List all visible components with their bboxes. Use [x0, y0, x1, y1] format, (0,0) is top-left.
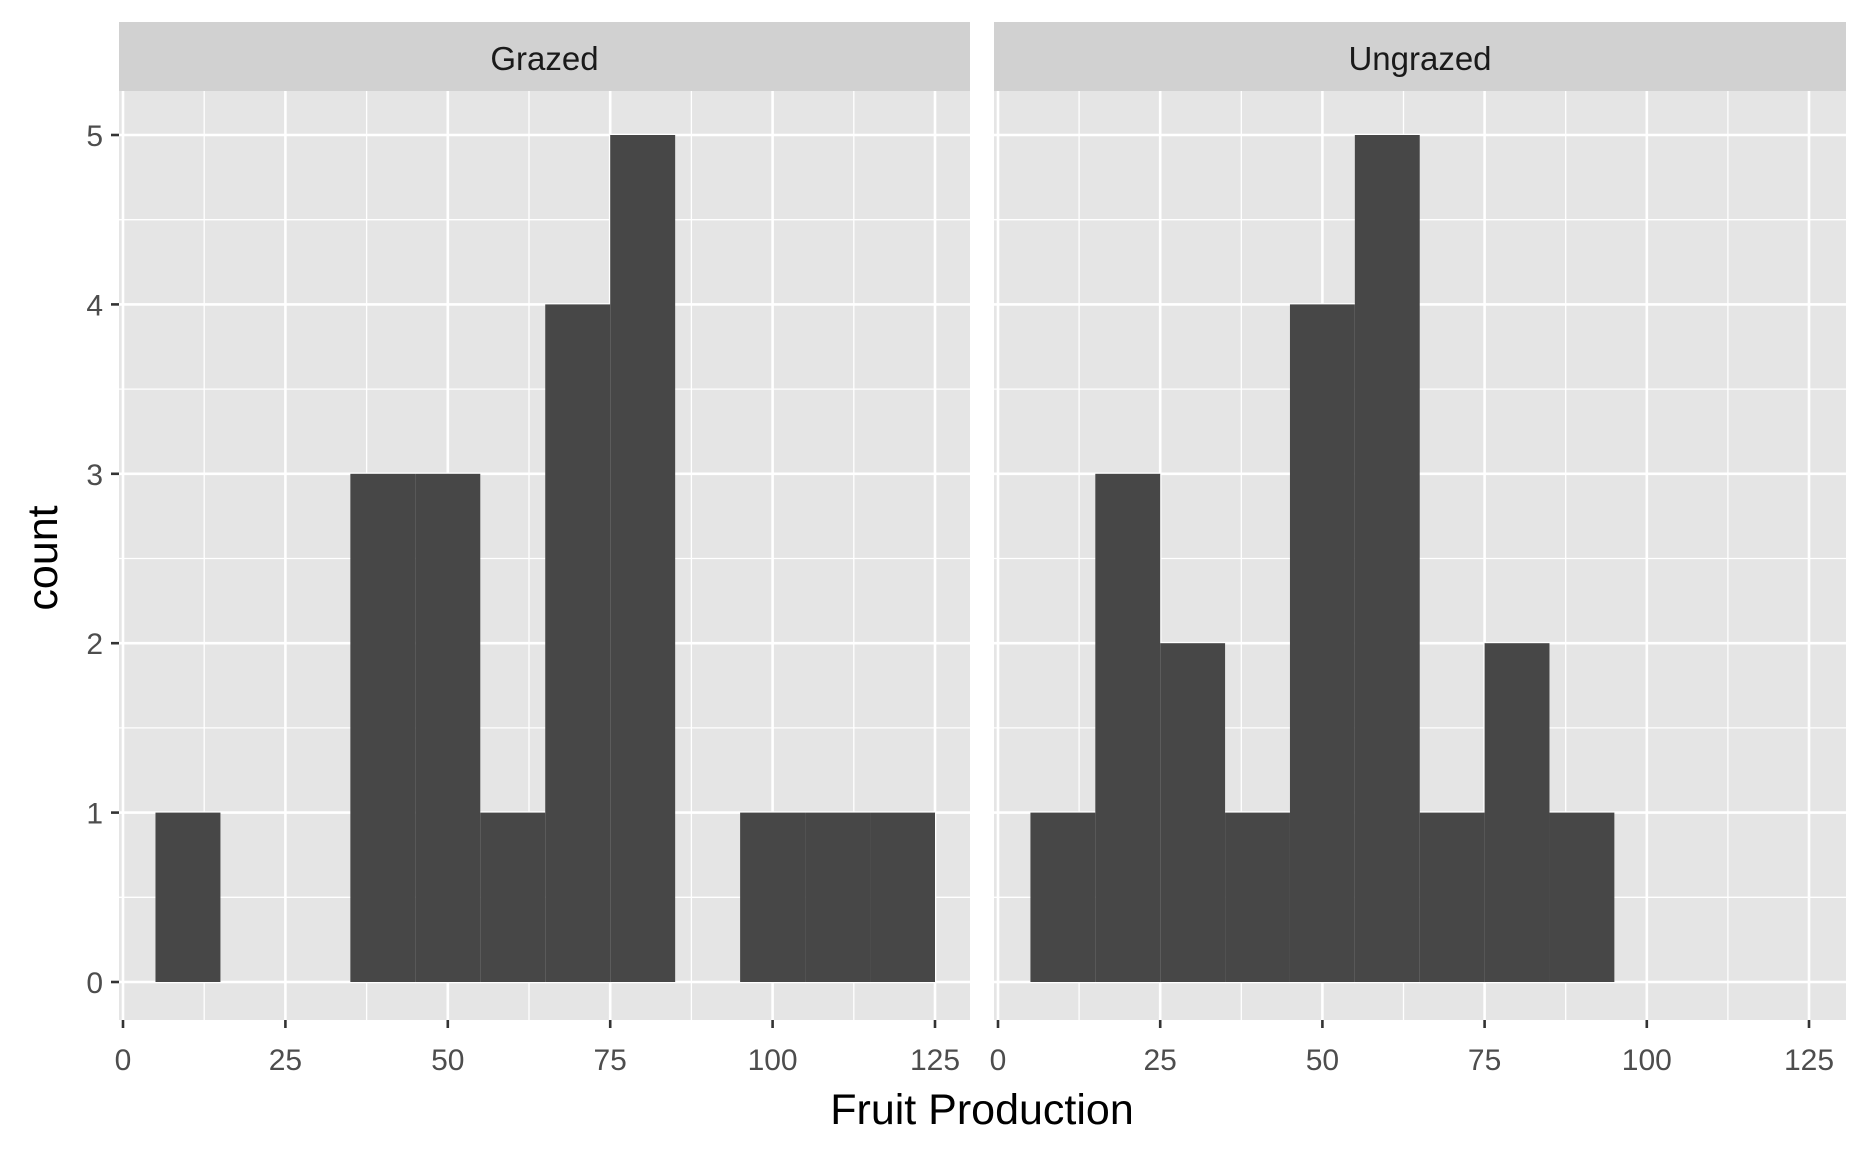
histogram-bar	[805, 812, 871, 982]
histogram-bar	[415, 473, 481, 982]
histogram-bar	[1095, 473, 1161, 982]
x-tick-label: 75	[1468, 1044, 1501, 1077]
histogram-bar	[610, 135, 676, 982]
histogram-bar	[1549, 812, 1615, 982]
x-tick-label: 100	[1622, 1044, 1672, 1077]
y-tick-label: 1	[86, 798, 103, 831]
histogram-bar	[1030, 812, 1096, 982]
facet-strip-label: Grazed	[490, 40, 598, 77]
panel-grazed: Grazed 0 25 50 75 100 125	[115, 22, 970, 1077]
histogram-bar	[1354, 135, 1420, 982]
histogram-bar	[155, 812, 221, 982]
y-tick-label: 0	[86, 967, 103, 1000]
x-tick-label: 75	[594, 1044, 627, 1077]
x-tick-label: 50	[1306, 1044, 1339, 1077]
histogram-bar	[1419, 812, 1485, 982]
y-axis-title: count	[19, 505, 67, 610]
facet-strip	[119, 22, 970, 91]
x-tick-label: 125	[910, 1044, 960, 1077]
x-tick-label: 100	[748, 1044, 798, 1077]
histogram-bar	[1289, 304, 1355, 982]
histogram-bar	[740, 812, 806, 982]
histogram-bar	[350, 473, 416, 982]
y-tick-label: 4	[86, 289, 103, 322]
facet-strip-label: Ungrazed	[1348, 40, 1491, 77]
y-tick-label: 3	[86, 459, 103, 492]
x-tick-label: 0	[115, 1044, 132, 1077]
y-tick-label: 2	[86, 628, 103, 661]
x-axis-title: Fruit Production	[830, 1086, 1134, 1134]
histogram-bar	[1484, 643, 1550, 982]
panel-ungrazed: Ungrazed 0 25 50 75 100 125	[990, 22, 1846, 1077]
histogram-bar	[480, 812, 546, 982]
x-tick-label: 0	[990, 1044, 1007, 1077]
histogram-bar	[1160, 643, 1226, 982]
x-tick-label: 50	[431, 1044, 464, 1077]
histogram-bar	[870, 812, 935, 982]
x-tick-label: 25	[269, 1044, 302, 1077]
histogram-bar	[1225, 812, 1290, 982]
x-tick-label: 25	[1144, 1044, 1177, 1077]
histogram-bar	[545, 304, 611, 982]
y-tick-label: 5	[86, 120, 103, 153]
x-tick-label: 125	[1784, 1044, 1834, 1077]
facet-strip	[994, 22, 1846, 91]
